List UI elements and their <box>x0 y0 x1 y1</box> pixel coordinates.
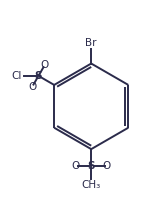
Text: O: O <box>72 161 80 170</box>
Text: O: O <box>103 161 111 170</box>
Text: S: S <box>87 161 95 170</box>
Text: CH₃: CH₃ <box>82 180 101 190</box>
Text: S: S <box>35 71 42 81</box>
Text: O: O <box>41 60 49 70</box>
Text: Cl: Cl <box>12 71 22 81</box>
Text: Br: Br <box>85 38 97 48</box>
Text: O: O <box>28 82 36 92</box>
